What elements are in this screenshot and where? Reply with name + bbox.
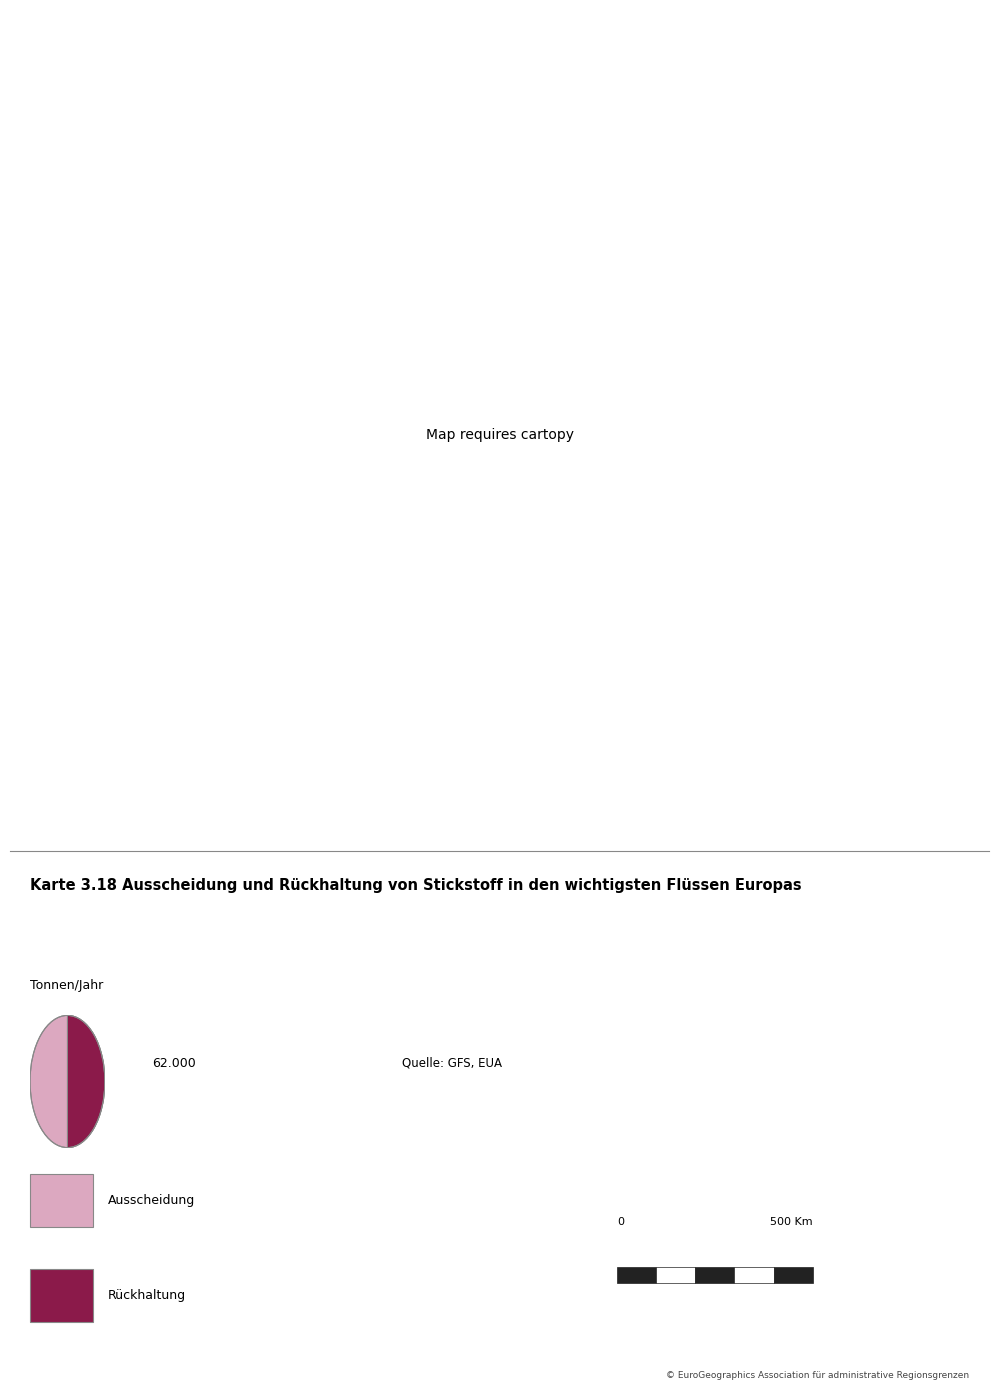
Text: © EuroGeographics Association für administrative Regionsgrenzen: © EuroGeographics Association für admini… <box>666 1372 969 1380</box>
Text: Ausscheidung: Ausscheidung <box>108 1195 195 1207</box>
Bar <box>773 1267 813 1283</box>
Bar <box>695 1267 734 1283</box>
Bar <box>617 1267 656 1283</box>
Text: Rückhaltung: Rückhaltung <box>108 1289 186 1302</box>
Bar <box>656 1267 695 1283</box>
Text: 0: 0 <box>617 1217 624 1227</box>
Text: Quelle: GFS, EUA: Quelle: GFS, EUA <box>402 1057 501 1070</box>
Bar <box>30 1174 93 1227</box>
Bar <box>734 1267 773 1283</box>
Text: 500 Km: 500 Km <box>770 1217 813 1227</box>
Text: 62.000: 62.000 <box>152 1057 196 1070</box>
Ellipse shape <box>30 1015 105 1148</box>
Text: Map requires cartopy: Map requires cartopy <box>426 427 573 442</box>
Wedge shape <box>68 1015 105 1148</box>
Bar <box>30 1270 93 1323</box>
Text: Karte 3.18 Ausscheidung und Rückhaltung von Stickstoff in den wichtigsten Flüsse: Karte 3.18 Ausscheidung und Rückhaltung … <box>30 878 801 893</box>
Text: Tonnen/Jahr: Tonnen/Jahr <box>30 979 103 992</box>
